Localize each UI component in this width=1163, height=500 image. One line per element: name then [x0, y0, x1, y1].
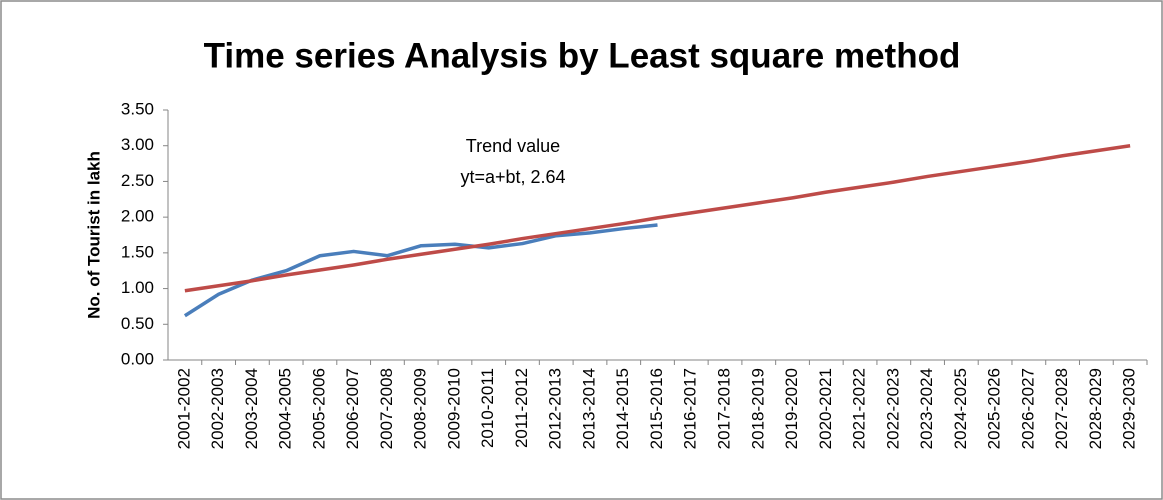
- x-tick-label: 2007-2008: [377, 368, 396, 449]
- x-tick-label: 2024-2025: [951, 368, 970, 449]
- x-tick-label: 2019-2020: [782, 368, 801, 449]
- x-tick-label: 2016-2017: [681, 368, 700, 449]
- x-tick-label: 2018-2019: [748, 368, 767, 449]
- x-tick-label: 2023-2024: [917, 368, 936, 449]
- x-tick-label: 2004-2005: [276, 368, 295, 449]
- x-tick-label: 2010-2011: [478, 368, 497, 448]
- x-tick-label: 2005-2006: [309, 368, 328, 449]
- x-tick-label: 2011-2012: [512, 368, 531, 448]
- y-axis-label: No. of Tourist in lakh: [84, 151, 103, 319]
- x-tick-label: 2008-2009: [411, 368, 430, 449]
- annotation: yt=a+bt, 2.64: [460, 167, 565, 187]
- x-tick-label: 2027-2028: [1052, 368, 1071, 449]
- y-tick-label: 3.00: [121, 135, 154, 154]
- y-tick-label: 0.00: [121, 349, 154, 368]
- y-tick-label: 3.50: [121, 99, 154, 118]
- x-tick-label: 2003-2004: [242, 368, 261, 449]
- x-tick-label: 2025-2026: [985, 368, 1004, 449]
- x-tick-label: 2006-2007: [343, 368, 362, 449]
- series-line: [183, 223, 658, 318]
- x-tick-label: 2014-2015: [613, 368, 632, 449]
- x-tick-label: 2001-2002: [174, 368, 193, 449]
- x-tick-label: 2002-2003: [208, 368, 227, 449]
- y-tick-label: 2.00: [121, 207, 154, 226]
- y-tick-label: 0.50: [121, 314, 154, 333]
- x-tick-label: 2015-2016: [647, 368, 666, 449]
- x-tick-label: 2026-2027: [1018, 368, 1037, 449]
- x-tick-label: 2028-2029: [1086, 368, 1105, 449]
- x-tick-label: 2017-2018: [715, 368, 734, 449]
- x-tick-label: 2009-2010: [444, 368, 463, 449]
- x-tick-label: 2013-2014: [579, 368, 598, 449]
- x-tick-label: 2029-2030: [1120, 368, 1139, 449]
- series-line: [184, 143, 1131, 293]
- annotation: Trend value: [466, 136, 560, 156]
- y-tick-label: 2.50: [121, 171, 154, 190]
- x-tick-label: 2021-2022: [850, 368, 869, 449]
- y-tick-label: 1.00: [121, 278, 154, 297]
- x-tick-label: 2022-2023: [883, 368, 902, 449]
- x-tick-label: 2012-2013: [546, 368, 565, 449]
- y-tick-label: 1.50: [121, 242, 154, 261]
- chart-title: Time series Analysis by Least square met…: [204, 36, 961, 75]
- x-tick-label: 2020-2021: [816, 368, 835, 449]
